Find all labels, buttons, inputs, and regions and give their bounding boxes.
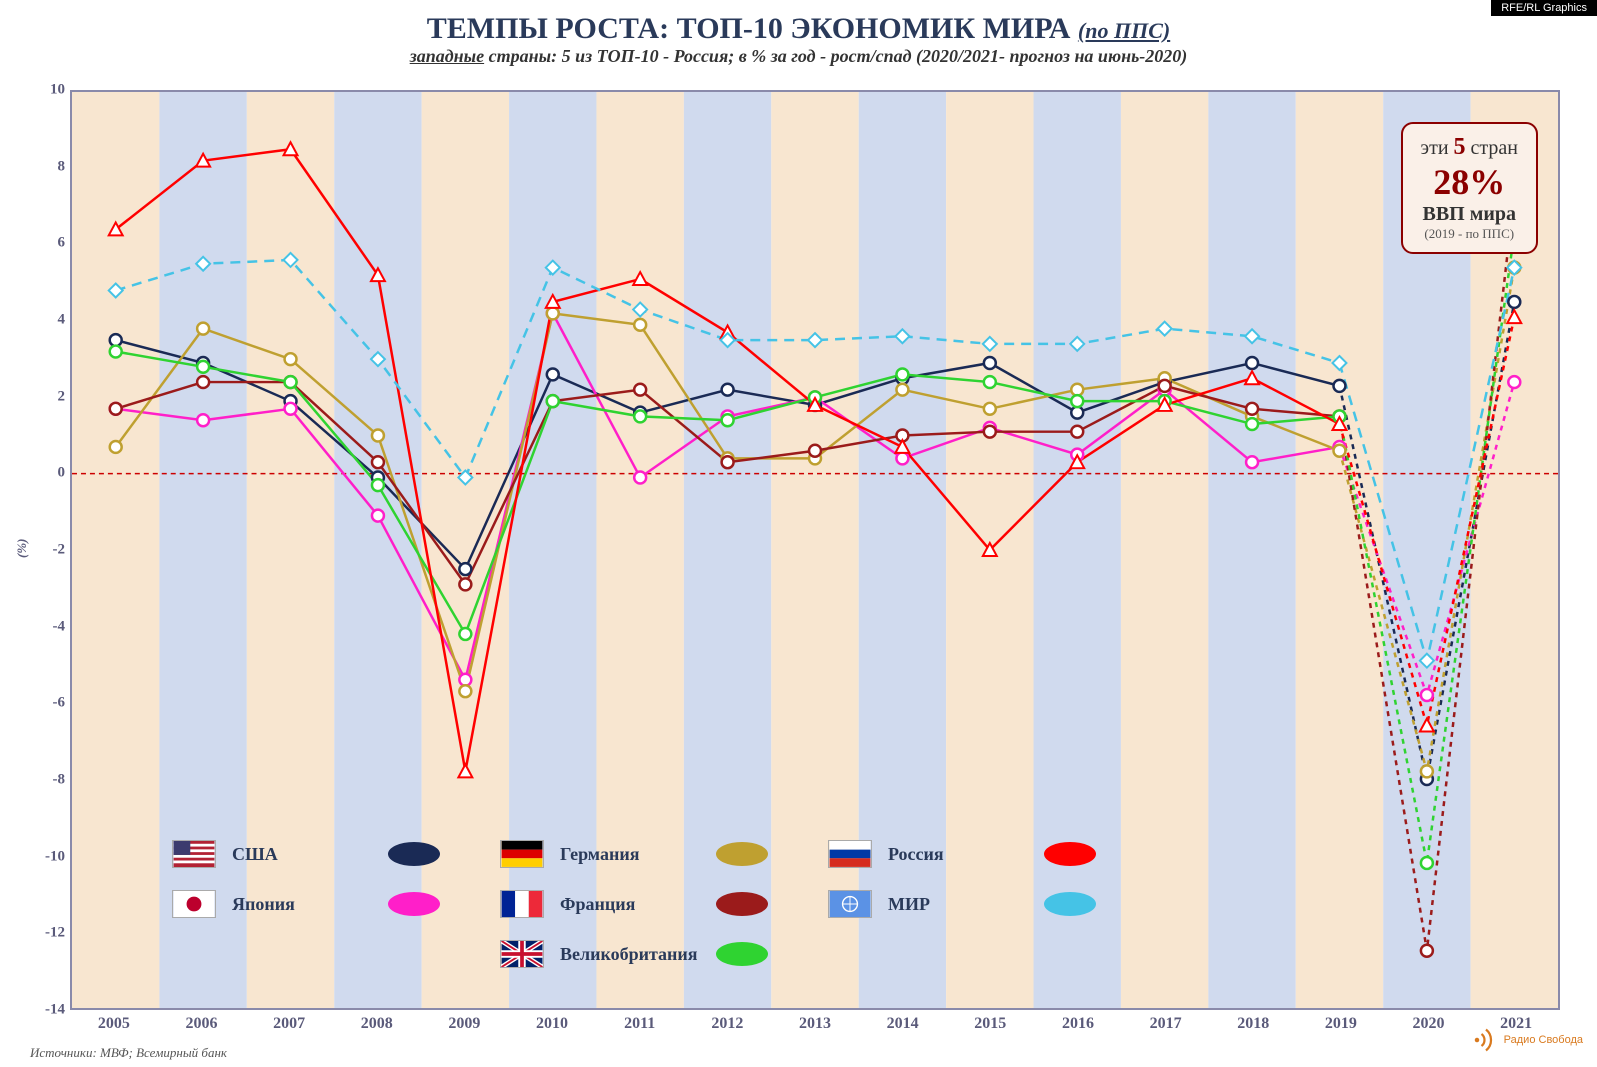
callout-percent: 28%: [1421, 161, 1518, 203]
x-tick: 2008: [361, 1015, 393, 1033]
legend-swatch: [716, 892, 768, 916]
legend-item-france: Франция: [500, 890, 768, 918]
flag-icon: [172, 890, 216, 918]
watermark: RFE/RL Graphics: [1491, 0, 1597, 16]
legend: США Япония Германия Франция Великобритания Ро…: [172, 840, 1452, 968]
header: ТЕМПЫ РОСТА: ТОП-10 ЭКОНОМИК МИРА (по ПП…: [0, 0, 1597, 71]
subtitle-emphasis: западные: [410, 46, 484, 66]
title-main: ТЕМПЫ РОСТА: ТОП-10 ЭКОНОМИК МИРА: [427, 12, 1071, 45]
legend-label: Россия: [888, 844, 1028, 865]
y-tick: 10: [30, 82, 65, 99]
logo-icon: [1468, 1025, 1498, 1055]
x-tick: 2006: [185, 1015, 217, 1033]
subtitle-rest: страны: 5 из ТОП-10 - Россия; в % за год…: [484, 46, 1187, 66]
x-tick: 2019: [1325, 1015, 1357, 1033]
y-tick: 2: [30, 388, 65, 405]
y-tick: -6: [30, 695, 65, 712]
x-tick: 2010: [536, 1015, 568, 1033]
legend-item-japan: Япония: [172, 890, 440, 918]
y-tick: -10: [30, 848, 65, 865]
y-tick: 8: [30, 158, 65, 175]
legend-label: Япония: [232, 894, 372, 915]
callout-line3: ВВП мира: [1421, 203, 1518, 226]
flag-icon: [500, 940, 544, 968]
flag-icon: [828, 890, 872, 918]
logo-text: Радио Свобода: [1504, 1034, 1583, 1046]
x-tick: 2009: [448, 1015, 480, 1033]
title: ТЕМПЫ РОСТА: ТОП-10 ЭКОНОМИК МИРА (по ПП…: [0, 12, 1597, 46]
legend-swatch: [388, 892, 440, 916]
y-tick: 0: [30, 465, 65, 482]
callout-line1: эти 5 стран: [1421, 134, 1518, 161]
legend-item-world: МИР: [828, 890, 1096, 918]
x-tick: 2005: [98, 1015, 130, 1033]
legend-column: Германия Франция Великобритания: [500, 840, 768, 968]
legend-label: МИР: [888, 894, 1028, 915]
flag-icon: [172, 840, 216, 868]
x-tick: 2013: [799, 1015, 831, 1033]
legend-label: Великобритания: [560, 944, 700, 965]
legend-swatch: [1044, 842, 1096, 866]
legend-item-uk: Великобритания: [500, 940, 768, 968]
y-tick: -8: [30, 772, 65, 789]
x-tick: 2011: [624, 1015, 655, 1033]
legend-label: Германия: [560, 844, 700, 865]
subtitle: западные страны: 5 из ТОП-10 - Россия; в…: [0, 46, 1597, 67]
y-tick: 6: [30, 235, 65, 252]
flag-icon: [500, 890, 544, 918]
x-tick: 2012: [711, 1015, 743, 1033]
y-axis: -14-12-10-8-6-4-20246810: [30, 90, 65, 1010]
source-text: Источники: МВФ; Всемирный банк: [30, 1045, 227, 1061]
legend-swatch: [388, 842, 440, 866]
title-suffix: (по ППС): [1078, 18, 1170, 43]
callout-box: эти 5 стран 28% ВВП мира (2019 - по ППС): [1401, 122, 1538, 254]
legend-item-usa: США: [172, 840, 440, 868]
x-tick: 2014: [887, 1015, 919, 1033]
logo: Радио Свобода: [1468, 1025, 1583, 1055]
legend-item-russia: Россия: [828, 840, 1096, 868]
chart: (%) -14-12-10-8-6-4-20246810 эти 5 стран…: [70, 90, 1560, 1010]
y-tick: -4: [30, 618, 65, 635]
x-tick: 2017: [1150, 1015, 1182, 1033]
legend-item-germany: Германия: [500, 840, 768, 868]
legend-swatch: [716, 842, 768, 866]
flag-icon: [828, 840, 872, 868]
x-tick: 2018: [1237, 1015, 1269, 1033]
x-axis: 2005 2006 2007 2008 2009 2010 2011 2012 2013 2014…: [70, 1015, 1560, 1040]
x-tick: 2016: [1062, 1015, 1094, 1033]
x-tick: 2020: [1413, 1015, 1445, 1033]
callout-line4: (2019 - по ППС): [1421, 226, 1518, 242]
flag-icon: [500, 840, 544, 868]
legend-label: США: [232, 844, 372, 865]
x-tick: 2007: [273, 1015, 305, 1033]
y-tick: -2: [30, 542, 65, 559]
x-tick: 2015: [974, 1015, 1006, 1033]
y-axis-label: (%): [14, 539, 30, 559]
legend-label: Франция: [560, 894, 700, 915]
legend-column: США Япония: [172, 840, 440, 968]
legend-column: Россия МИР: [828, 840, 1096, 968]
legend-swatch: [1044, 892, 1096, 916]
plot-area: эти 5 стран 28% ВВП мира (2019 - по ППС)…: [70, 90, 1560, 1010]
y-tick: 4: [30, 312, 65, 329]
y-tick: -12: [30, 925, 65, 942]
legend-swatch: [716, 942, 768, 966]
y-tick: -14: [30, 1002, 65, 1019]
